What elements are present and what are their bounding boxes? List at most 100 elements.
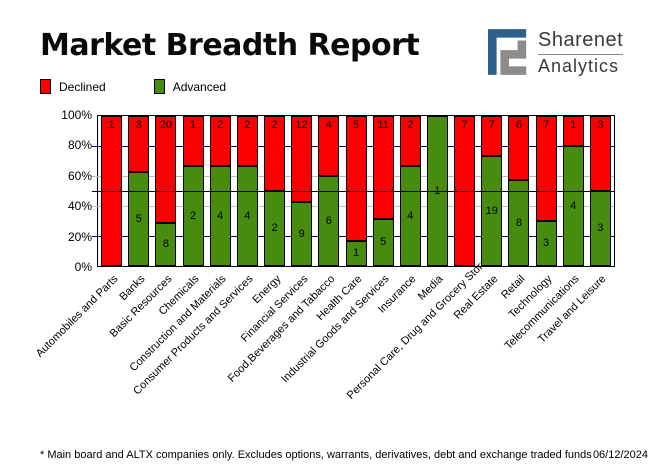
bar-segment-advanced: 2	[182, 166, 204, 266]
bar-value-declined: 7	[461, 119, 468, 131]
bar-segment-declined: 2	[236, 116, 258, 166]
y-axis-tick-label: 60%	[67, 169, 92, 183]
sharenet-logo-icon	[488, 29, 527, 75]
bar-value-declined: 1	[570, 119, 577, 131]
bar-value-advanced: 19	[485, 204, 498, 217]
bar-value-advanced: 6	[325, 214, 332, 227]
bar-value-advanced: 4	[244, 209, 251, 222]
page-title: Market Breadth Report	[40, 28, 420, 63]
bar-value-declined: 3	[597, 119, 604, 131]
bar-segment-advanced: 3	[589, 191, 611, 266]
bar-segment-advanced: 4	[236, 166, 258, 266]
bar-value-advanced: 5	[135, 212, 142, 225]
bar-value-declined: 6	[515, 119, 522, 131]
gridline-50	[92, 191, 614, 192]
stacked-bar: 20 8	[155, 116, 177, 266]
bar-value-advanced: 2	[271, 222, 278, 234]
bar-value-advanced: 4	[217, 209, 224, 222]
advanced-swatch-icon	[153, 79, 165, 94]
bar-value-declined: 2	[407, 119, 414, 131]
bar-segment-declined: 3	[589, 116, 611, 191]
plot-area: 135208122424221294651115241771968731433	[92, 115, 615, 267]
footer: * Main board and ALTX companies only. Ex…	[40, 449, 648, 461]
bar-value-advanced: 4	[407, 209, 414, 222]
bar-value-declined: 7	[543, 119, 550, 131]
bar-segment-advanced: 9	[291, 202, 313, 266]
bar-segment-advanced: 8	[508, 180, 530, 266]
bar-segment-declined: 20	[155, 116, 177, 223]
stacked-bar: 12 9	[291, 116, 313, 266]
bar-segment-declined: 6	[508, 116, 530, 180]
footer-note: * Main board and ALTX companies only. Ex…	[40, 449, 592, 461]
bar-value-declined: 3	[135, 119, 142, 131]
bar-value-advanced: 8	[515, 216, 522, 229]
legend-label-advanced: Advanced	[172, 79, 227, 94]
bar-value-declined: 1	[108, 119, 115, 131]
bar-segment-declined: 5	[345, 116, 367, 241]
bar-value-declined: 1	[189, 119, 197, 131]
bar-segment-advanced: 4	[562, 146, 584, 266]
logo-brand-name: Sharenet	[538, 29, 624, 55]
bar-value-declined: 20	[159, 119, 173, 131]
legend-entry-declined: Declined	[40, 79, 106, 94]
bar-value-advanced: 9	[298, 227, 305, 240]
bar-segment-advanced: 19	[481, 156, 503, 266]
bar-segment-declined: 11	[372, 116, 394, 219]
bar-segment-advanced: 4	[209, 166, 231, 266]
logo-text: Sharenet Analytics	[538, 29, 624, 77]
bar-value-advanced: 1	[352, 247, 360, 259]
bar-segment-declined: 1	[562, 116, 584, 146]
bar-segment-declined: 7	[535, 116, 557, 221]
bar-segment-advanced: 3	[535, 221, 557, 266]
bar-segment-declined: 2	[264, 116, 286, 191]
bar-segment-advanced: 1	[345, 241, 367, 266]
bar-value-declined: 2	[271, 119, 278, 131]
bar-value-declined: 12	[295, 119, 308, 131]
y-axis-tick-label: 100%	[61, 108, 92, 122]
bar-segment-advanced: 5	[372, 219, 394, 266]
footer-date: 06/12/2024	[592, 449, 648, 461]
bar-value-advanced: 5	[380, 236, 387, 248]
bar-segment-declined: 2	[209, 116, 231, 166]
sharenet-logo: Sharenet Analytics	[488, 29, 624, 77]
bar-segment-declined: 12	[291, 116, 313, 202]
bar-value-advanced: 8	[162, 238, 169, 250]
bar-value-advanced: 1	[434, 185, 440, 197]
stacked-bar: 11 5	[372, 116, 394, 266]
bar-value-advanced: 3	[597, 222, 604, 234]
bar-value-declined: 11	[377, 119, 389, 131]
bar-segment-declined: 1	[182, 116, 204, 166]
y-axis-tick-label: 0%	[74, 260, 92, 274]
bar-value-declined: 5	[352, 119, 360, 131]
bar-value-declined: 2	[244, 119, 251, 131]
bar-segment-advanced: 5	[128, 172, 150, 266]
bar-value-declined: 2	[217, 119, 224, 131]
bar-value-advanced: 3	[543, 237, 550, 249]
y-axis-tick-label: 20%	[67, 230, 92, 244]
bar-value-declined: 4	[325, 119, 332, 131]
y-axis-tick-label: 40%	[67, 199, 92, 213]
bar-segment-advanced: 4	[399, 166, 421, 266]
bar-segment-advanced: 8	[155, 223, 177, 266]
legend-label-declined: Declined	[59, 79, 106, 94]
bar-segment-declined: 2	[399, 116, 421, 166]
legend-entry-advanced: Advanced	[153, 79, 227, 94]
logo-brand-sub: Analytics	[538, 56, 620, 76]
bar-value-declined: 7	[488, 119, 495, 131]
bar-segment-declined: 4	[318, 116, 340, 176]
bar-segment-advanced: 6	[318, 176, 340, 266]
bar-value-advanced: 2	[189, 209, 197, 222]
stacked-bar: 7 19	[481, 116, 503, 266]
bar-segment-declined: 7	[481, 116, 503, 156]
bar-value-advanced: 4	[570, 199, 577, 212]
bar-segment-declined: 3	[128, 116, 150, 172]
